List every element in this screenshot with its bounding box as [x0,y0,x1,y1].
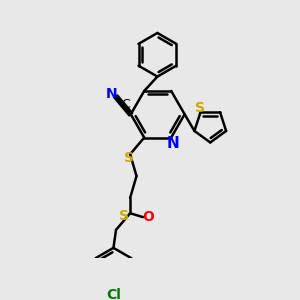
Text: S: S [124,151,134,165]
Text: S: S [196,101,206,115]
Text: Cl: Cl [106,288,121,300]
Text: N: N [106,87,117,101]
Text: S: S [119,209,130,223]
Text: O: O [143,210,154,224]
Text: C: C [121,98,130,111]
Text: N: N [167,136,180,151]
